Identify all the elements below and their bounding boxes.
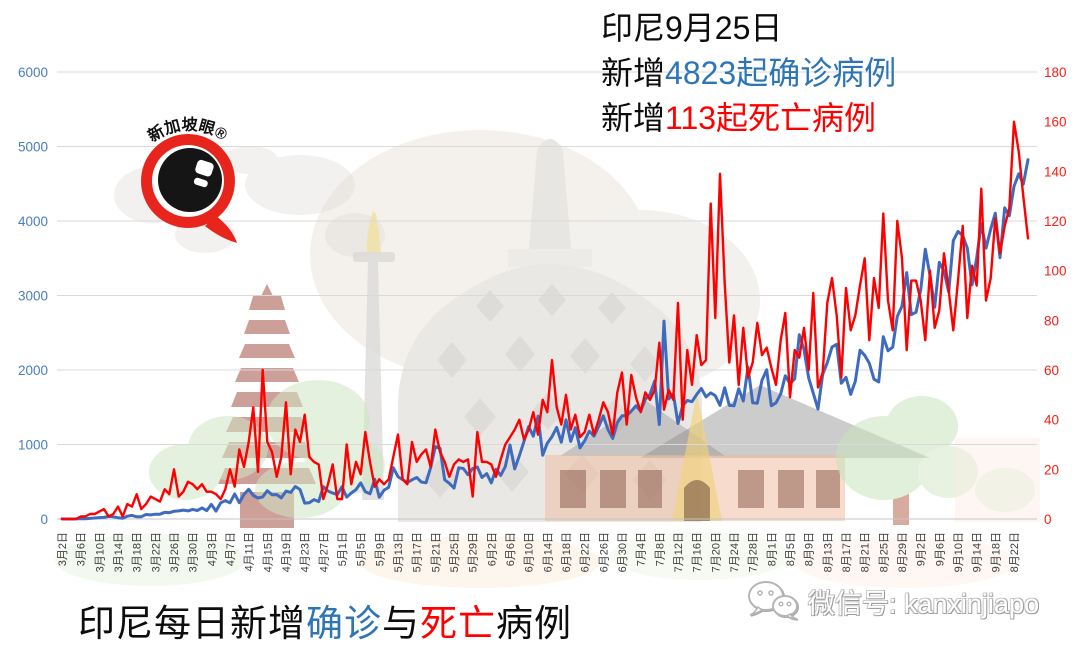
x-tick-label: 7月4日: [636, 532, 648, 566]
background-illustration: [55, 130, 1040, 588]
x-tick-label: 5月25日: [449, 532, 461, 572]
headline-line2: 新增4823起确诊病例: [601, 55, 897, 91]
x-tick-label: 3月10日: [94, 532, 106, 572]
x-tick-label: 3月26日: [169, 532, 181, 572]
x-tick-label: 4月3日: [206, 532, 218, 566]
y-right-tick-label: 20: [1044, 462, 1059, 477]
y-right-tick-label: 0: [1044, 512, 1052, 527]
x-tick-label: 6月6日: [505, 532, 517, 566]
x-tick-label: 8月9日: [804, 532, 816, 566]
y-right-tick-label: 100: [1044, 264, 1067, 279]
right-trees: [836, 396, 1040, 525]
x-tick-label: 8月1日: [766, 532, 778, 566]
new-deaths-count: 113: [665, 100, 717, 136]
x-tick-label: 8月22日: [1009, 532, 1021, 572]
x-tick-label: 7月12日: [673, 532, 685, 572]
temple-windows: [560, 470, 840, 508]
x-tick-label: 8月29日: [897, 532, 909, 572]
x-tick-label: 6月22日: [580, 532, 592, 572]
y-right-tick-label: 40: [1044, 413, 1059, 428]
y-left-tick-label: 3000: [18, 289, 48, 304]
series-lines: [60, 120, 1030, 521]
x-tick-label: 6月2日: [486, 532, 498, 566]
new-cases-count: 4823: [665, 55, 737, 91]
y-right-tick-label: 120: [1044, 214, 1067, 229]
y-left-tick-label: 4000: [18, 214, 48, 229]
x-tick-label: 9月10日: [953, 532, 965, 572]
y-left-tick-label: 2000: [18, 363, 48, 378]
wechat-icon: [748, 581, 798, 620]
deaths-line: [60, 120, 1030, 521]
x-tick-label: 4月7日: [225, 532, 237, 566]
x-tick-label: 3月2日: [57, 532, 69, 566]
headline-line1: 印尼9月25日: [601, 10, 783, 46]
x-tick-label: 9月14日: [972, 532, 984, 572]
x-tick-label: 5月5日: [356, 532, 368, 566]
y-right-tick-label: 160: [1044, 115, 1067, 130]
gridlines: [57, 71, 1037, 520]
x-tick-label: 7月24日: [729, 532, 741, 572]
x-tick-label: 4月15日: [262, 532, 274, 572]
x-tick-label: 4月27日: [318, 532, 330, 572]
left-axis-labels: 0 1000 2000 3000 4000 5000 6000: [18, 65, 48, 527]
x-tick-label: 3月30日: [188, 532, 200, 572]
x-tick-label: 6月30日: [617, 532, 629, 572]
x-tick-label: 4月11日: [244, 532, 256, 572]
y-left-tick-label: 1000: [18, 438, 48, 453]
x-tick-label: 6月10日: [524, 532, 536, 572]
x-tick-label: 8月25日: [878, 532, 890, 572]
x-tick-label: 3月6日: [76, 532, 88, 566]
y-right-tick-label: 60: [1044, 363, 1059, 378]
y-left-tick-label: 5000: [18, 140, 48, 155]
x-tick-label: 7月20日: [710, 532, 722, 572]
x-tick-label: 5月29日: [468, 532, 480, 572]
x-tick-label: 5月17日: [412, 532, 424, 572]
x-tick-label: 5月21日: [430, 532, 442, 572]
x-tick-label: 6月26日: [598, 532, 610, 572]
x-tick-label: 3月18日: [132, 532, 144, 572]
headline: 印尼9月25日 新增4823起确诊病例 新增113起死亡病例: [601, 6, 896, 141]
y-right-tick-label: 80: [1044, 313, 1059, 328]
y-right-tick-label: 180: [1044, 65, 1067, 80]
x-tick-label: 9月18日: [990, 532, 1002, 572]
right-axis-labels: 0 20 40 60 80 100 120 140 160 180: [1044, 65, 1067, 527]
x-tick-label: 7月16日: [692, 532, 704, 572]
x-tick-label: 8月21日: [860, 532, 872, 572]
cases-line: [60, 158, 1030, 521]
x-tick-label: 6月14日: [542, 532, 554, 572]
y-left-tick-label: 0: [40, 512, 48, 527]
y-right-tick-label: 140: [1044, 164, 1067, 179]
label-strip-wash: [55, 532, 1015, 588]
x-tick-label: 9月6日: [934, 532, 946, 566]
x-tick-label: 4月23日: [300, 532, 312, 572]
x-tick-label: 5月9日: [374, 532, 386, 566]
x-tick-label: 7月8日: [654, 532, 666, 566]
headline-line3: 新增113起死亡病例: [601, 100, 877, 136]
singapore-eye-logo: 新加坡眼®: [141, 115, 237, 243]
x-tick-label: 4月19日: [281, 532, 293, 572]
x-tick-label: 7月28日: [748, 532, 760, 572]
x-tick-label: 5月13日: [393, 532, 405, 572]
x-tick-label: 8月17日: [841, 532, 853, 572]
y-left-tick-label: 6000: [18, 65, 48, 80]
x-axis-labels: 3月2日 3月6日 3月10日 3月14日 3月18日 3月22日 3月26日 3月30日 4月…: [57, 532, 1021, 572]
x-tick-label: 8月13日: [822, 532, 834, 572]
x-tick-label: 6月18日: [561, 532, 573, 572]
x-tick-label: 8月5日: [785, 532, 797, 566]
x-tick-label: 3月14日: [113, 532, 125, 572]
chart-caption: 印尼每日新增确诊与死亡病例: [78, 603, 572, 644]
wechat-badge: 微信号: kanxinjiapo: [746, 580, 1039, 622]
wechat-id: 微信号: kanxinjiapo: [808, 588, 1040, 619]
x-tick-label: 9月2日: [916, 532, 928, 566]
stupa-windows: [423, 284, 667, 500]
left-trees: [149, 380, 385, 518]
x-tick-label: 3月22日: [150, 532, 162, 572]
x-tick-label: 5月1日: [337, 532, 349, 566]
